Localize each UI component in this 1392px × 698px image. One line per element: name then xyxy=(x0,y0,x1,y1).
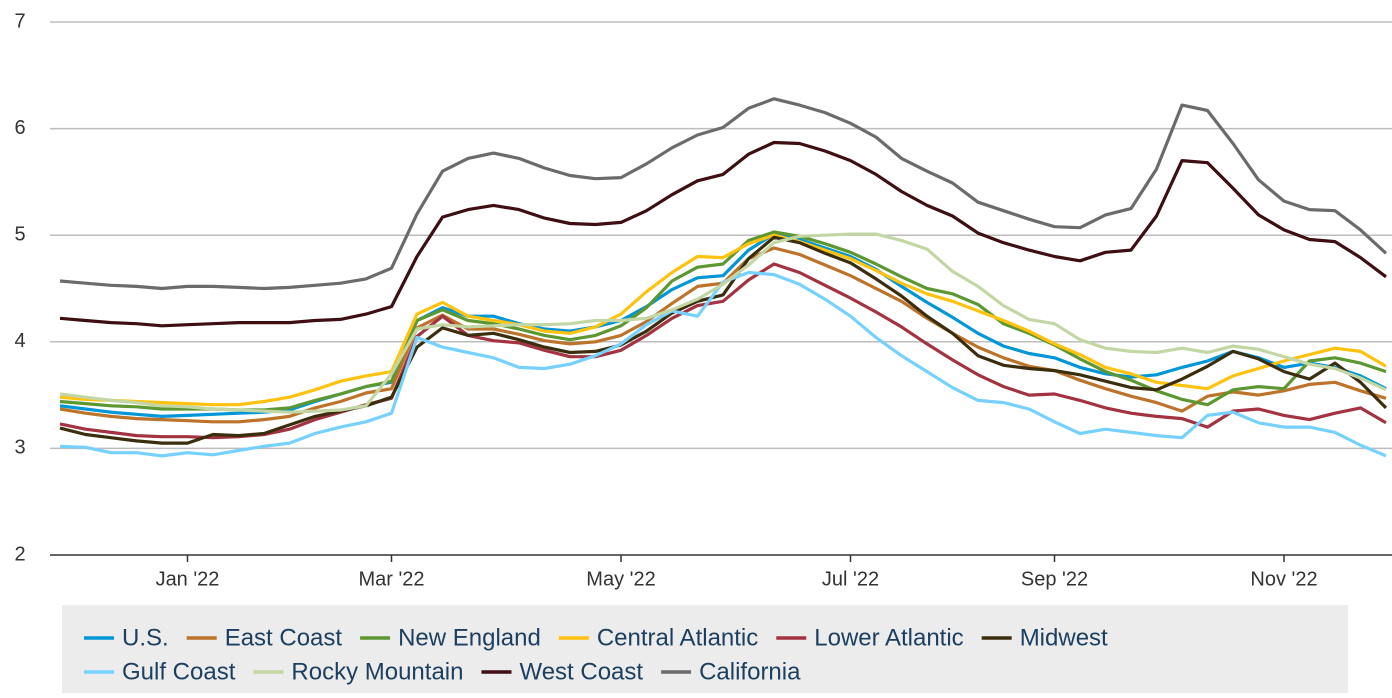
legend-box xyxy=(62,605,1348,693)
legend-label: California xyxy=(699,658,801,685)
x-tick-label: Sep '22 xyxy=(1021,568,1088,590)
x-tick-label: Mar '22 xyxy=(358,568,424,590)
legend-label: U.S. xyxy=(122,624,169,651)
series-line xyxy=(59,270,1387,458)
y-tick-label: 6 xyxy=(14,117,25,139)
series-line xyxy=(59,235,1388,445)
legend-item: West Coast xyxy=(481,658,643,685)
series-line xyxy=(59,230,1387,412)
series-line xyxy=(59,233,1387,407)
legend-label: East Coast xyxy=(225,624,343,651)
y-tick-label: 3 xyxy=(14,437,25,459)
legend-item: California xyxy=(661,658,801,685)
legend-label: West Coast xyxy=(519,658,643,685)
legend-item: U.S. xyxy=(84,624,169,651)
x-tick-label: May '22 xyxy=(586,568,655,590)
legend-item: New England xyxy=(360,624,541,651)
legend-item: Lower Atlantic xyxy=(776,624,964,651)
y-tick-label: 4 xyxy=(14,330,25,352)
legend-item: East Coast xyxy=(186,624,343,651)
series-line xyxy=(59,97,1388,291)
x-tick-label: Jul '22 xyxy=(822,568,879,590)
legend-label: New England xyxy=(398,624,541,651)
y-tick-label: 2 xyxy=(14,543,25,565)
legend-item: Rocky Mountain xyxy=(253,658,463,685)
y-tick-label: 7 xyxy=(14,10,25,32)
x-tick-label: Jan '22 xyxy=(156,568,220,590)
y-tick-label: 5 xyxy=(14,223,25,245)
legend-label: Gulf Coast xyxy=(122,658,236,685)
legend-item: Central Atlantic xyxy=(558,624,758,651)
x-tick-label: Nov '22 xyxy=(1250,568,1317,590)
legend-label: Rocky Mountain xyxy=(291,658,463,685)
legend-item: Midwest xyxy=(981,624,1108,651)
series-line xyxy=(59,140,1387,328)
legend-item: Gulf Coast xyxy=(84,658,236,685)
series-line xyxy=(59,232,1387,418)
legend-label: Midwest xyxy=(1020,624,1108,651)
series-line xyxy=(59,262,1387,440)
series-line xyxy=(59,232,1387,414)
legend-label: Lower Atlantic xyxy=(814,624,963,651)
legend-label: Central Atlantic xyxy=(597,624,758,651)
